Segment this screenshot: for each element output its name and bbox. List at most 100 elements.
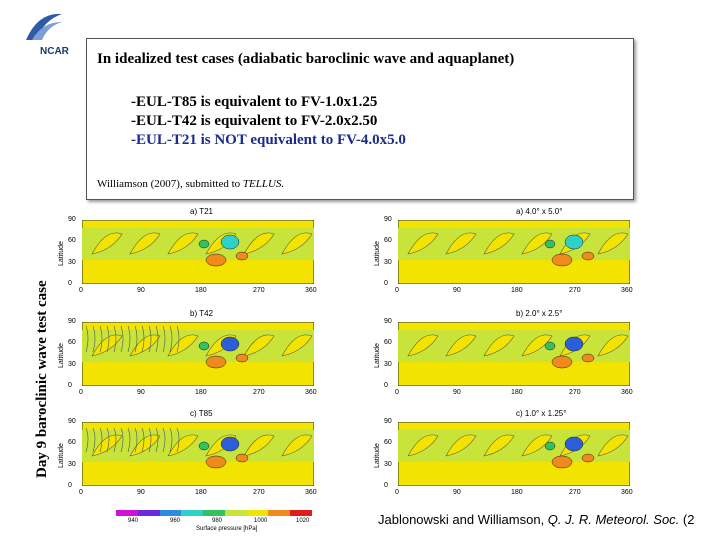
x-tick-label: 0 [395,389,399,396]
colorbar-swatch [159,510,182,516]
y-tick-label: 90 [68,216,76,223]
y-tick-label: 60 [68,237,76,245]
panel-title: a) T21 [190,207,213,216]
colorbar-title: Surface pressure [hPa] [196,526,258,532]
x-tick-label: 90 [453,287,461,294]
citation-journal: TELLUS. [242,178,285,190]
colorbar-tick-label: 1020 [296,518,310,524]
x-tick-label: 0 [79,389,83,396]
y-tick-label: 0 [384,482,388,489]
side-label: Day 9 baroclinic wave test case [34,280,50,478]
y-tick-label: 0 [68,280,72,287]
ncar-emblem-icon [26,13,62,40]
x-tick-label: 0 [395,287,399,294]
panel-title: c) 1.0° x 1.25° [516,409,567,418]
x-tick-label: 360 [305,489,317,496]
y-axis-label: Latitude [374,343,381,368]
colorbar-swatch [203,510,226,516]
summary-box: In idealized test cases (adiabatic baroc… [86,38,634,200]
colorbar-swatch [116,510,139,516]
contour-map [82,322,314,386]
y-axis-label: Latitude [58,443,65,468]
y-tick-label: 60 [68,339,76,347]
y-axis-label: Latitude [374,443,381,468]
colorbar-swatch [290,510,313,516]
x-tick-label: 90 [137,389,145,396]
x-tick-label: 360 [621,389,633,396]
panel-title: b) 2.0° x 2.5° [516,309,563,318]
citation-text: Williamson (2007), submitted to [97,178,243,190]
citation: Williamson (2007), submitted to TELLUS. [97,178,284,190]
y-axis-label: Latitude [58,241,65,266]
contour-map [398,220,630,284]
colorbar-swatch [181,510,204,516]
panel-title: c) T85 [190,409,213,418]
summary-list: -EUL-T85 is equivalent to FV-1.0x1.25 -E… [131,93,406,150]
x-tick-label: 270 [253,489,265,496]
colorbar-swatch [224,510,248,516]
footer-citation: Jablonowski and Williamson, Q. J. R. Met… [378,512,720,527]
footer-authors: Jablonowski and Williamson, [378,512,548,527]
y-tick-label: 30 [68,360,76,368]
colorbar [116,510,313,516]
y-tick-label: 90 [384,318,392,325]
y-tick-label: 90 [384,216,392,223]
x-tick-label: 90 [453,489,461,496]
y-tick-label: 60 [384,339,392,347]
contour-map [82,220,314,284]
x-tick-label: 180 [511,489,523,496]
y-tick-label: 0 [68,482,72,489]
footer-tail: (2 [679,512,695,527]
x-tick-label: 90 [137,287,145,294]
x-tick-label: 0 [395,489,399,496]
panel-title: b) T42 [190,309,213,318]
x-tick-label: 180 [511,389,523,396]
ncar-logo-text: NCAR [40,46,69,57]
colorbar-swatch [137,510,161,516]
y-tick-label: 0 [68,382,72,389]
x-tick-label: 180 [195,287,207,294]
summary-line-t42: -EUL-T42 is equivalent to FV-2.0x2.50 [131,113,378,129]
y-tick-label: 60 [68,439,76,447]
x-tick-label: 270 [253,389,265,396]
colorbar-tick-label: 960 [170,518,181,524]
y-tick-label: 90 [384,418,392,425]
colorbar-tick-label: 940 [128,518,139,524]
y-tick-label: 0 [384,382,388,389]
y-axis-label: Latitude [374,241,381,266]
x-tick-label: 180 [511,287,523,294]
contour-map [398,322,630,386]
panel-title: a) 4.0° x 5.0° [516,207,563,216]
summary-headline: In idealized test cases (adiabatic baroc… [97,51,515,67]
x-tick-label: 360 [621,287,633,294]
colorbar-swatch [246,510,269,516]
x-tick-label: 90 [137,489,145,496]
contour-map [398,422,630,486]
x-tick-label: 0 [79,489,83,496]
x-tick-label: 270 [253,287,265,294]
y-tick-label: 90 [68,318,76,325]
y-tick-label: 90 [68,418,76,425]
ncar-logo: NCAR [18,10,78,62]
y-tick-label: 60 [384,439,392,447]
colorbar-swatch [268,510,291,516]
x-tick-label: 360 [305,287,317,294]
y-tick-label: 60 [384,237,392,245]
y-tick-label: 30 [68,460,76,468]
x-tick-label: 270 [569,489,581,496]
contour-map [82,422,314,486]
y-axis-label: Latitude [58,343,65,368]
y-tick-label: 30 [384,258,392,266]
summary-line-t21: -EUL-T21 is NOT equivalent to FV-4.0x5.0 [131,132,406,148]
x-tick-label: 270 [569,389,581,396]
x-tick-label: 360 [305,389,317,396]
colorbar-tick-label: 1000 [254,518,268,524]
x-tick-label: 0 [79,287,83,294]
y-tick-label: 30 [68,258,76,266]
y-tick-label: 30 [384,460,392,468]
y-tick-label: 0 [384,280,388,287]
y-tick-label: 30 [384,360,392,368]
x-tick-label: 360 [621,489,633,496]
x-tick-label: 180 [195,489,207,496]
colorbar-tick-label: 980 [212,518,223,524]
